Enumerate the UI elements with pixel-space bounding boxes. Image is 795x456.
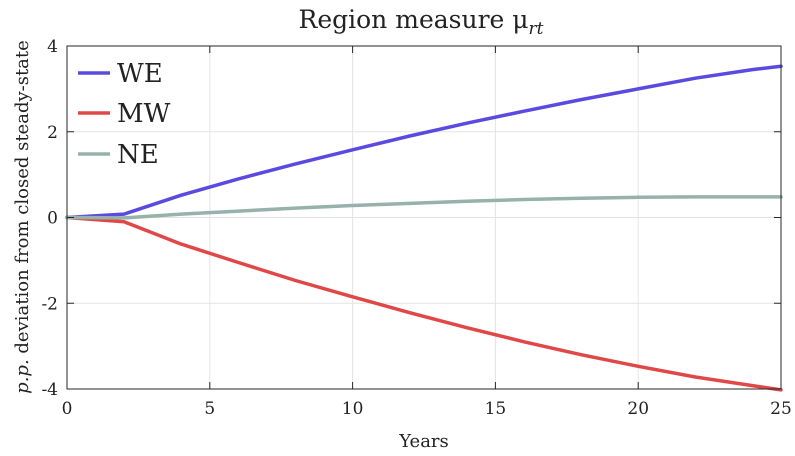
series-layer bbox=[65, 64, 783, 392]
y-tick-label: -2 bbox=[41, 294, 58, 314]
chart-title: Region measure μrt bbox=[299, 5, 544, 39]
y-tick-label: 2 bbox=[47, 123, 58, 143]
x-tick-label: 20 bbox=[627, 399, 649, 419]
x-tick-label: 5 bbox=[204, 399, 215, 419]
y-tick-label: 4 bbox=[47, 37, 58, 57]
series-line-mw bbox=[65, 215, 783, 392]
y-axis-label: p.p. deviation from closed steady-state bbox=[12, 40, 33, 394]
x-tick-label: 0 bbox=[62, 399, 73, 419]
series-line-we bbox=[65, 64, 783, 220]
y-tick-label: 0 bbox=[47, 209, 58, 229]
legend-label-we: WE bbox=[117, 59, 163, 89]
x-tick-label: 15 bbox=[485, 399, 507, 419]
legend: WE MW NE bbox=[78, 59, 171, 170]
x-tick-label: 10 bbox=[342, 399, 364, 419]
series-line-ne bbox=[65, 195, 783, 220]
x-tick-label: 25 bbox=[770, 399, 792, 419]
legend-label-mw: MW bbox=[117, 99, 171, 129]
x-axis-label: Years bbox=[398, 431, 449, 452]
legend-label-ne: NE bbox=[117, 140, 159, 170]
y-tick-label: -4 bbox=[41, 380, 58, 400]
